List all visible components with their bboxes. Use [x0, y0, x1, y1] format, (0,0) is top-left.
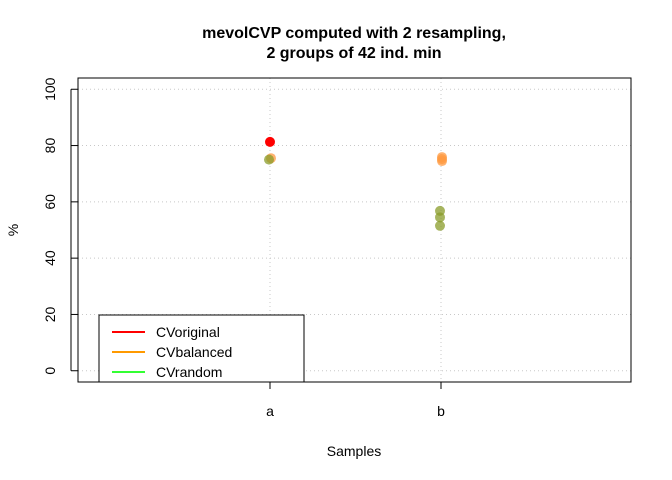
chart-title-line-1: mevolCVP computed with 2 resampling, [202, 25, 506, 42]
point-cvrandom [435, 205, 445, 216]
x-tick-label: b [437, 403, 445, 419]
point-cvbalanced [437, 152, 447, 163]
point-cvrandom [435, 220, 445, 231]
legend-box [98, 314, 305, 383]
legend-label-cvoriginal: CVoriginal [156, 324, 220, 340]
y-tick-label: 100 [42, 77, 58, 101]
point-cvoriginal [265, 136, 275, 147]
y-tick-label: 0 [42, 367, 58, 375]
chart-title-line-2: 2 groups of 42 ind. min [266, 45, 441, 62]
y-axis-label: % [5, 224, 21, 236]
y-tick-label: 40 [42, 250, 58, 266]
legend-label-cvrandom: CVrandom [156, 364, 222, 380]
x-tick-label: a [266, 403, 274, 419]
y-tick-label: 60 [42, 194, 58, 210]
axes: 0 20 40 60 80 100 a b [42, 77, 445, 419]
y-tick-label: 20 [42, 306, 58, 322]
legend-label-cvbalanced: CVbalanced [156, 344, 232, 360]
x-axis-label: Samples [327, 443, 381, 459]
data-points [264, 136, 447, 231]
legend: CVoriginal CVbalanced CVrandom [98, 314, 305, 383]
y-tick-label: 80 [42, 138, 58, 154]
point-cvrandom [264, 154, 274, 165]
